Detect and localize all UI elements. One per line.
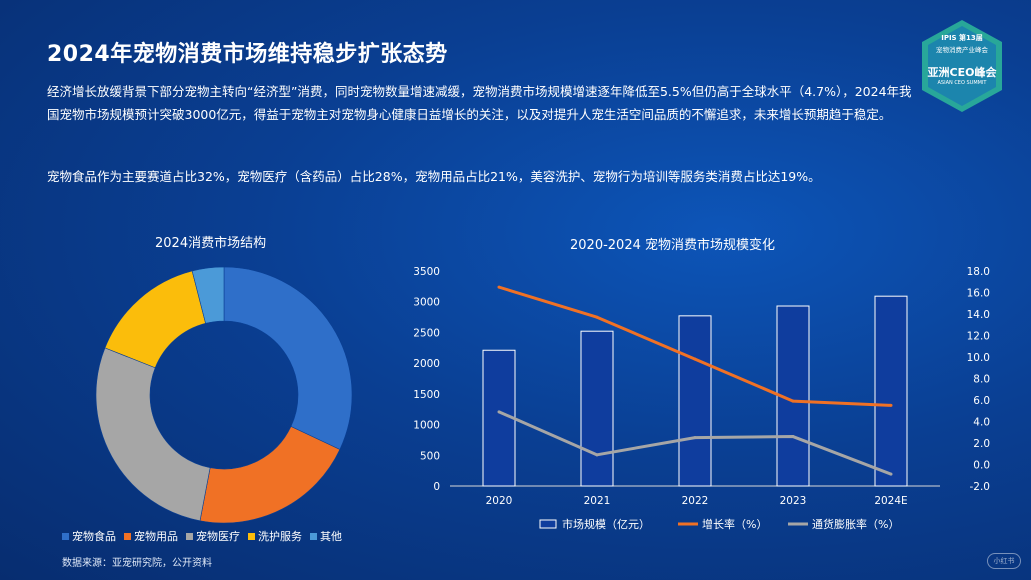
combo-chart: 0 500 1000 1500 2000 2500 3000 3500 -2.0 0.0 2.0 4.… — [413, 266, 991, 531]
y-right-tick: -2.0 — [970, 481, 991, 493]
intro-paragraph: 经济增长放缓背景下部分宠物主转向“经济型”消费，同时宠物数量增速减缓，宠物消费市… — [47, 84, 912, 122]
legend-label: 增长率（%） — [702, 517, 767, 531]
y-right-tick: 18.0 — [967, 266, 990, 278]
donut-slice-5 — [191, 266, 225, 324]
donut-slice-2 — [199, 426, 341, 524]
donut-slice-3 — [95, 347, 211, 522]
line-point — [497, 285, 501, 289]
legend-item-5: 其他 — [310, 528, 342, 544]
bar-2021 — [580, 330, 614, 487]
legend-item-3: 宠物医疗 — [186, 528, 240, 544]
y-left-tick: 1000 — [413, 420, 440, 432]
logo-line1: IPIS 第13届 — [941, 34, 983, 42]
legend-item-2: 宠物用品 — [124, 528, 178, 544]
legend-swatch — [124, 532, 131, 540]
line-point — [791, 435, 795, 439]
donut-slice-1 — [223, 266, 353, 450]
summit-logo-icon — [922, 20, 1002, 112]
y-right-tick: 2.0 — [973, 438, 990, 450]
bar-2024E — [874, 295, 908, 487]
donut-legend: 宠物食品 宠物用品 宠物医疗 洗护服务 其他 — [62, 528, 342, 544]
watermark: 小红书 — [987, 553, 1021, 569]
bar-chart-title: 2020-2024 宠物消费市场规模变化 — [570, 238, 775, 253]
line-point — [693, 436, 697, 440]
y-right-tick: 12.0 — [967, 331, 990, 343]
y-left-tick: 3000 — [413, 297, 440, 309]
donut-chart-title: 2024消费市场结构 — [155, 236, 267, 251]
legend-label: 通货膨胀率（%） — [812, 517, 899, 531]
x-tick-label: 2021 — [584, 495, 611, 507]
y-right-tick: 16.0 — [967, 288, 990, 300]
y-left-tick: 1500 — [413, 389, 440, 401]
legend-label: 洗护服务 — [258, 530, 302, 543]
y-left-tick: 0 — [433, 481, 440, 493]
y-left-tick: 500 — [420, 450, 440, 462]
line-point — [497, 410, 501, 414]
share-paragraph: 宠物食品作为主要赛道占比32%，宠物医疗（含药品）占比28%，宠物用品占比21%… — [47, 169, 821, 184]
page-title: 2024年宠物消费市场维持稳步扩张态势 — [47, 42, 448, 67]
y-left-tick: 2000 — [413, 358, 440, 370]
donut-slice-4 — [104, 270, 206, 369]
legend-label: 宠物食品 — [72, 530, 116, 543]
y-left-tick: 2500 — [413, 327, 440, 339]
y-right-tick: 10.0 — [967, 352, 990, 364]
legend-label: 宠物医疗 — [196, 530, 240, 543]
y-right-tick: 14.0 — [967, 309, 990, 321]
legend-item-4: 洗护服务 — [248, 528, 302, 544]
legend-label: 其他 — [320, 530, 342, 543]
line-point — [595, 453, 599, 457]
y-left-tick: 3500 — [413, 266, 440, 278]
x-tick-label: 2023 — [780, 495, 807, 507]
logo-line4: 亚洲CEO峰会 — [927, 66, 997, 79]
y-right-tick: 0.0 — [973, 460, 990, 472]
x-tick-label: 2020 — [486, 495, 513, 507]
legend-swatch — [310, 532, 317, 540]
legend-swatch — [248, 532, 255, 540]
legend-swatch — [62, 532, 69, 540]
legend-swatch — [186, 532, 193, 540]
donut-chart — [95, 266, 353, 524]
x-tick-label: 2022 — [682, 495, 709, 507]
legend-label: 市场规模（亿元） — [562, 517, 650, 531]
line-point — [791, 399, 795, 403]
y-right-tick: 4.0 — [973, 417, 990, 429]
data-source: 数据来源：亚宠研究院，公开资料 — [62, 558, 212, 569]
line-point — [889, 403, 893, 407]
line-point — [889, 472, 893, 476]
logo-line5: ASIAN CEO SUMMIT — [937, 80, 987, 86]
bar-2022 — [678, 315, 712, 487]
legend-bar-swatch — [539, 519, 557, 529]
legend-item-1: 宠物食品 — [62, 528, 116, 544]
line-point — [595, 315, 599, 319]
legend-label: 宠物用品 — [134, 530, 178, 543]
logo-line2: 宠物消费产业峰会 — [936, 46, 988, 54]
line-point — [693, 357, 697, 361]
y-right-tick: 6.0 — [973, 395, 990, 407]
y-right-tick: 8.0 — [973, 374, 990, 386]
x-tick-label: 2024E — [874, 495, 907, 507]
